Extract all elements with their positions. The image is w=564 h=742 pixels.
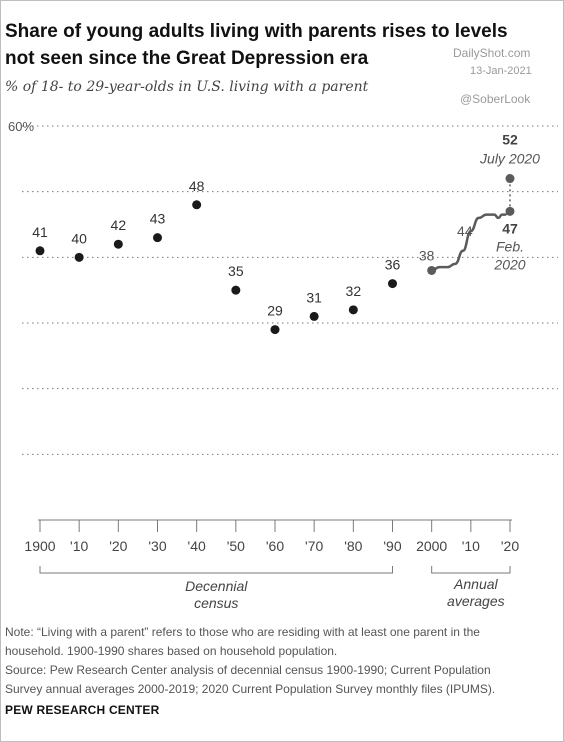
decennial-label-1910: 40 — [71, 230, 87, 246]
decennial-label-1980: 32 — [346, 283, 362, 299]
decennial-label-1990: 36 — [385, 257, 401, 273]
annual-start-label: 38 — [419, 247, 435, 263]
decennial-bracket — [39, 566, 393, 574]
source-line-2: Survey annual averages 2000-2019; 2020 C… — [5, 682, 496, 696]
annual-label-2010: 44 — [457, 223, 473, 239]
x-tick-label-1980: '80 — [344, 538, 362, 554]
x-tick-label-1990: '90 — [383, 538, 401, 554]
decennial-label-1960: 29 — [267, 303, 283, 319]
note-line-1: Note: “Living with a parent” refers to t… — [5, 625, 480, 639]
july-2020-point — [505, 174, 515, 184]
chart-notes: Note: “Living with a parent” refers to t… — [5, 623, 557, 699]
x-tick-label-2010: '10 — [462, 538, 480, 554]
decennial-point-1910 — [74, 252, 84, 262]
chart-title-line-2: not seen since the Great Depression era — [5, 48, 369, 69]
x-tick-label-1960: '60 — [266, 538, 284, 554]
decennial-label-1970: 31 — [306, 289, 322, 305]
decennial-label-1940: 48 — [189, 178, 205, 194]
x-tick-label-1930: '30 — [148, 538, 166, 554]
bracket-label-annual-1: Annual — [453, 576, 498, 592]
chart-title: Share of young adults living with parent… — [5, 18, 560, 72]
brand-label: PEW RESEARCH CENTER — [5, 703, 160, 717]
decennial-point-1960 — [270, 325, 280, 335]
source-line-1: Source: Pew Research Center analysis of … — [5, 663, 491, 677]
x-tick-label-1940: '40 — [188, 538, 206, 554]
x-tick-label-1910: '10 — [70, 538, 88, 554]
decennial-label-1900: 41 — [32, 224, 48, 240]
y-axis-top-label: 60% — [8, 119, 34, 134]
feb-2020-date-label-2: 2020 — [493, 256, 525, 272]
x-tick-label-2020: '20 — [501, 538, 519, 554]
feb-2020-point — [505, 206, 515, 216]
watermark-site: DailyShot.com — [453, 46, 531, 60]
note-line-2: household. 1900-1990 shares based on hou… — [5, 644, 338, 658]
july-2020-value-label: 52 — [502, 132, 518, 148]
bracket-label-annual-2: averages — [447, 593, 505, 609]
decennial-point-1900 — [35, 246, 45, 256]
july-2020-date-label: July 2020 — [479, 151, 540, 167]
annual-start-point — [427, 265, 437, 275]
decennial-point-1970 — [309, 311, 319, 321]
decennial-point-1930 — [153, 233, 162, 243]
decennial-point-1920 — [113, 239, 123, 249]
chart-title-line-1: Share of young adults living with parent… — [5, 21, 508, 42]
decennial-label-1930: 43 — [150, 211, 166, 227]
x-tick-label-1920: '20 — [109, 538, 127, 554]
watermark-date: 13-Jan-2021 — [470, 65, 532, 77]
decennial-point-1950 — [231, 285, 241, 295]
x-tick-label-2000: 2000 — [416, 538, 447, 554]
decennial-point-1990 — [388, 279, 397, 289]
chart-plot: 60% 1900 '10 '20 '30 '40 '50 '60 '70 '80 '90 2000 '1… — [8, 119, 558, 611]
annual-bracket — [431, 566, 511, 574]
x-tick-label-1900: 1900 — [24, 538, 55, 554]
decennial-point-1980 — [348, 305, 358, 315]
decennial-label-1920: 42 — [111, 217, 127, 233]
feb-2020-value-label: 47 — [502, 220, 518, 236]
feb-2020-date-label-1: Feb. — [496, 238, 524, 254]
x-tick-label-1950: '50 — [227, 538, 245, 554]
decennial-point-1940 — [192, 200, 202, 210]
decennial-label-1950: 35 — [228, 263, 244, 279]
bracket-label-decennial-2: census — [194, 595, 238, 611]
x-tick-label-1970: '70 — [305, 538, 323, 554]
annual-series-line — [431, 213, 507, 272]
watermark-handle: @SoberLook — [460, 92, 531, 106]
chart-subtitle: % of 18- to 29-year-olds in U.S. living … — [5, 79, 369, 95]
bracket-label-decennial-1: Decennial — [185, 578, 248, 594]
